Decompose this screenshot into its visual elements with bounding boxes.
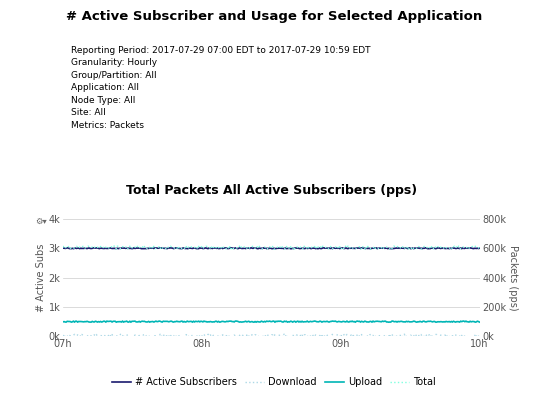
Legend: # Active Subscribers, Download, Upload, Total: # Active Subscribers, Download, Upload, … — [108, 373, 440, 391]
Y-axis label: Packets (pps): Packets (pps) — [507, 245, 517, 310]
Text: ⚙▾: ⚙▾ — [36, 217, 47, 226]
Text: # Active Subscriber and Usage for Selected Application: # Active Subscriber and Usage for Select… — [66, 10, 482, 23]
Text: Reporting Period: 2017-07-29 07:00 EDT to 2017-07-29 10:59 EDT
Granularity: Hour: Reporting Period: 2017-07-29 07:00 EDT t… — [71, 46, 371, 130]
Y-axis label: # Active Subs: # Active Subs — [36, 244, 45, 312]
Text: Total Packets All Active Subscribers (pps): Total Packets All Active Subscribers (pp… — [125, 184, 417, 197]
